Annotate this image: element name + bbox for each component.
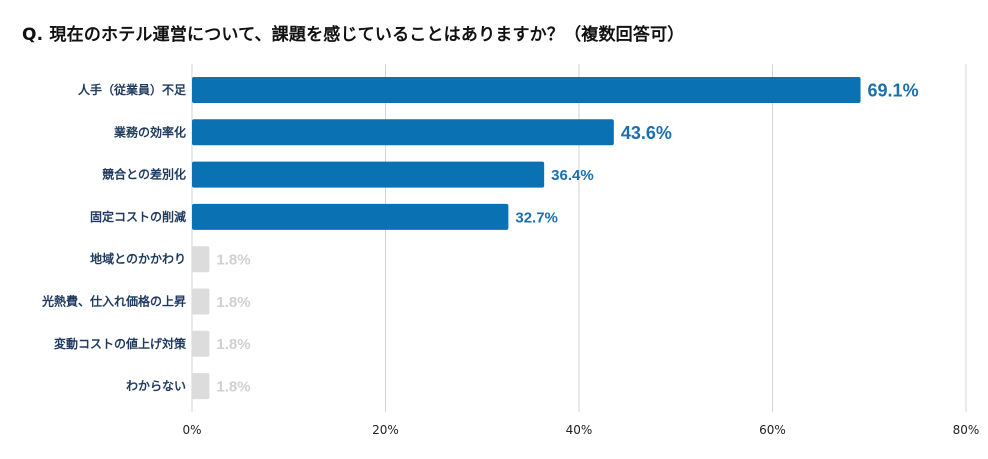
value-label: 1.8% <box>216 294 250 311</box>
value-label: 36.4% <box>551 167 594 184</box>
x-tick-label: 40% <box>566 423 593 437</box>
category-label: 固定コストの削減 <box>90 209 186 224</box>
value-label: 1.8% <box>216 379 250 396</box>
bar <box>192 246 210 273</box>
category-label: 光熱費、仕入れ価格の上昇 <box>41 294 186 309</box>
bar <box>192 119 614 146</box>
value-labels: 69.1% 43.6% 36.4% 32.7% 1.8% 1.8% 1.8% 1.8% <box>216 80 918 395</box>
x-axis-ticks: 0% 20% 40% 60% 80% <box>182 423 979 437</box>
bar <box>192 330 210 357</box>
value-label: 1.8% <box>216 336 250 353</box>
bar <box>192 161 545 188</box>
bar <box>192 77 861 103</box>
category-label: 変動コストの値上げ対策 <box>54 336 187 351</box>
category-label: 業務の効率化 <box>113 124 186 139</box>
chart-title: Q. 現在のホテル運営について、課題を感じていることはありますか？（複数回答可） <box>22 25 685 45</box>
category-labels: 人手（従業員）不足業務の効率化競合との差別化固定コストの削減地域とのかかわり光熱… <box>41 82 187 393</box>
bar <box>192 203 509 230</box>
value-label: 32.7% <box>515 209 558 226</box>
x-tick-label: 20% <box>372 423 399 437</box>
value-label: 1.8% <box>216 252 250 269</box>
x-tick-label: 0% <box>182 423 201 437</box>
value-label: 69.1% <box>868 80 919 100</box>
category-label: 競合との差別化 <box>102 167 186 182</box>
value-label: 43.6% <box>621 123 672 143</box>
x-tick-label: 80% <box>953 423 980 437</box>
bar <box>192 288 210 315</box>
x-tick-label: 60% <box>759 423 786 437</box>
bars <box>192 77 861 400</box>
grid-lines <box>191 64 967 412</box>
bar <box>192 373 210 400</box>
category-label: 地域とのかかわり <box>90 251 186 266</box>
category-label: 人手（従業員）不足 <box>78 82 186 97</box>
category-label: わからない <box>126 379 186 393</box>
